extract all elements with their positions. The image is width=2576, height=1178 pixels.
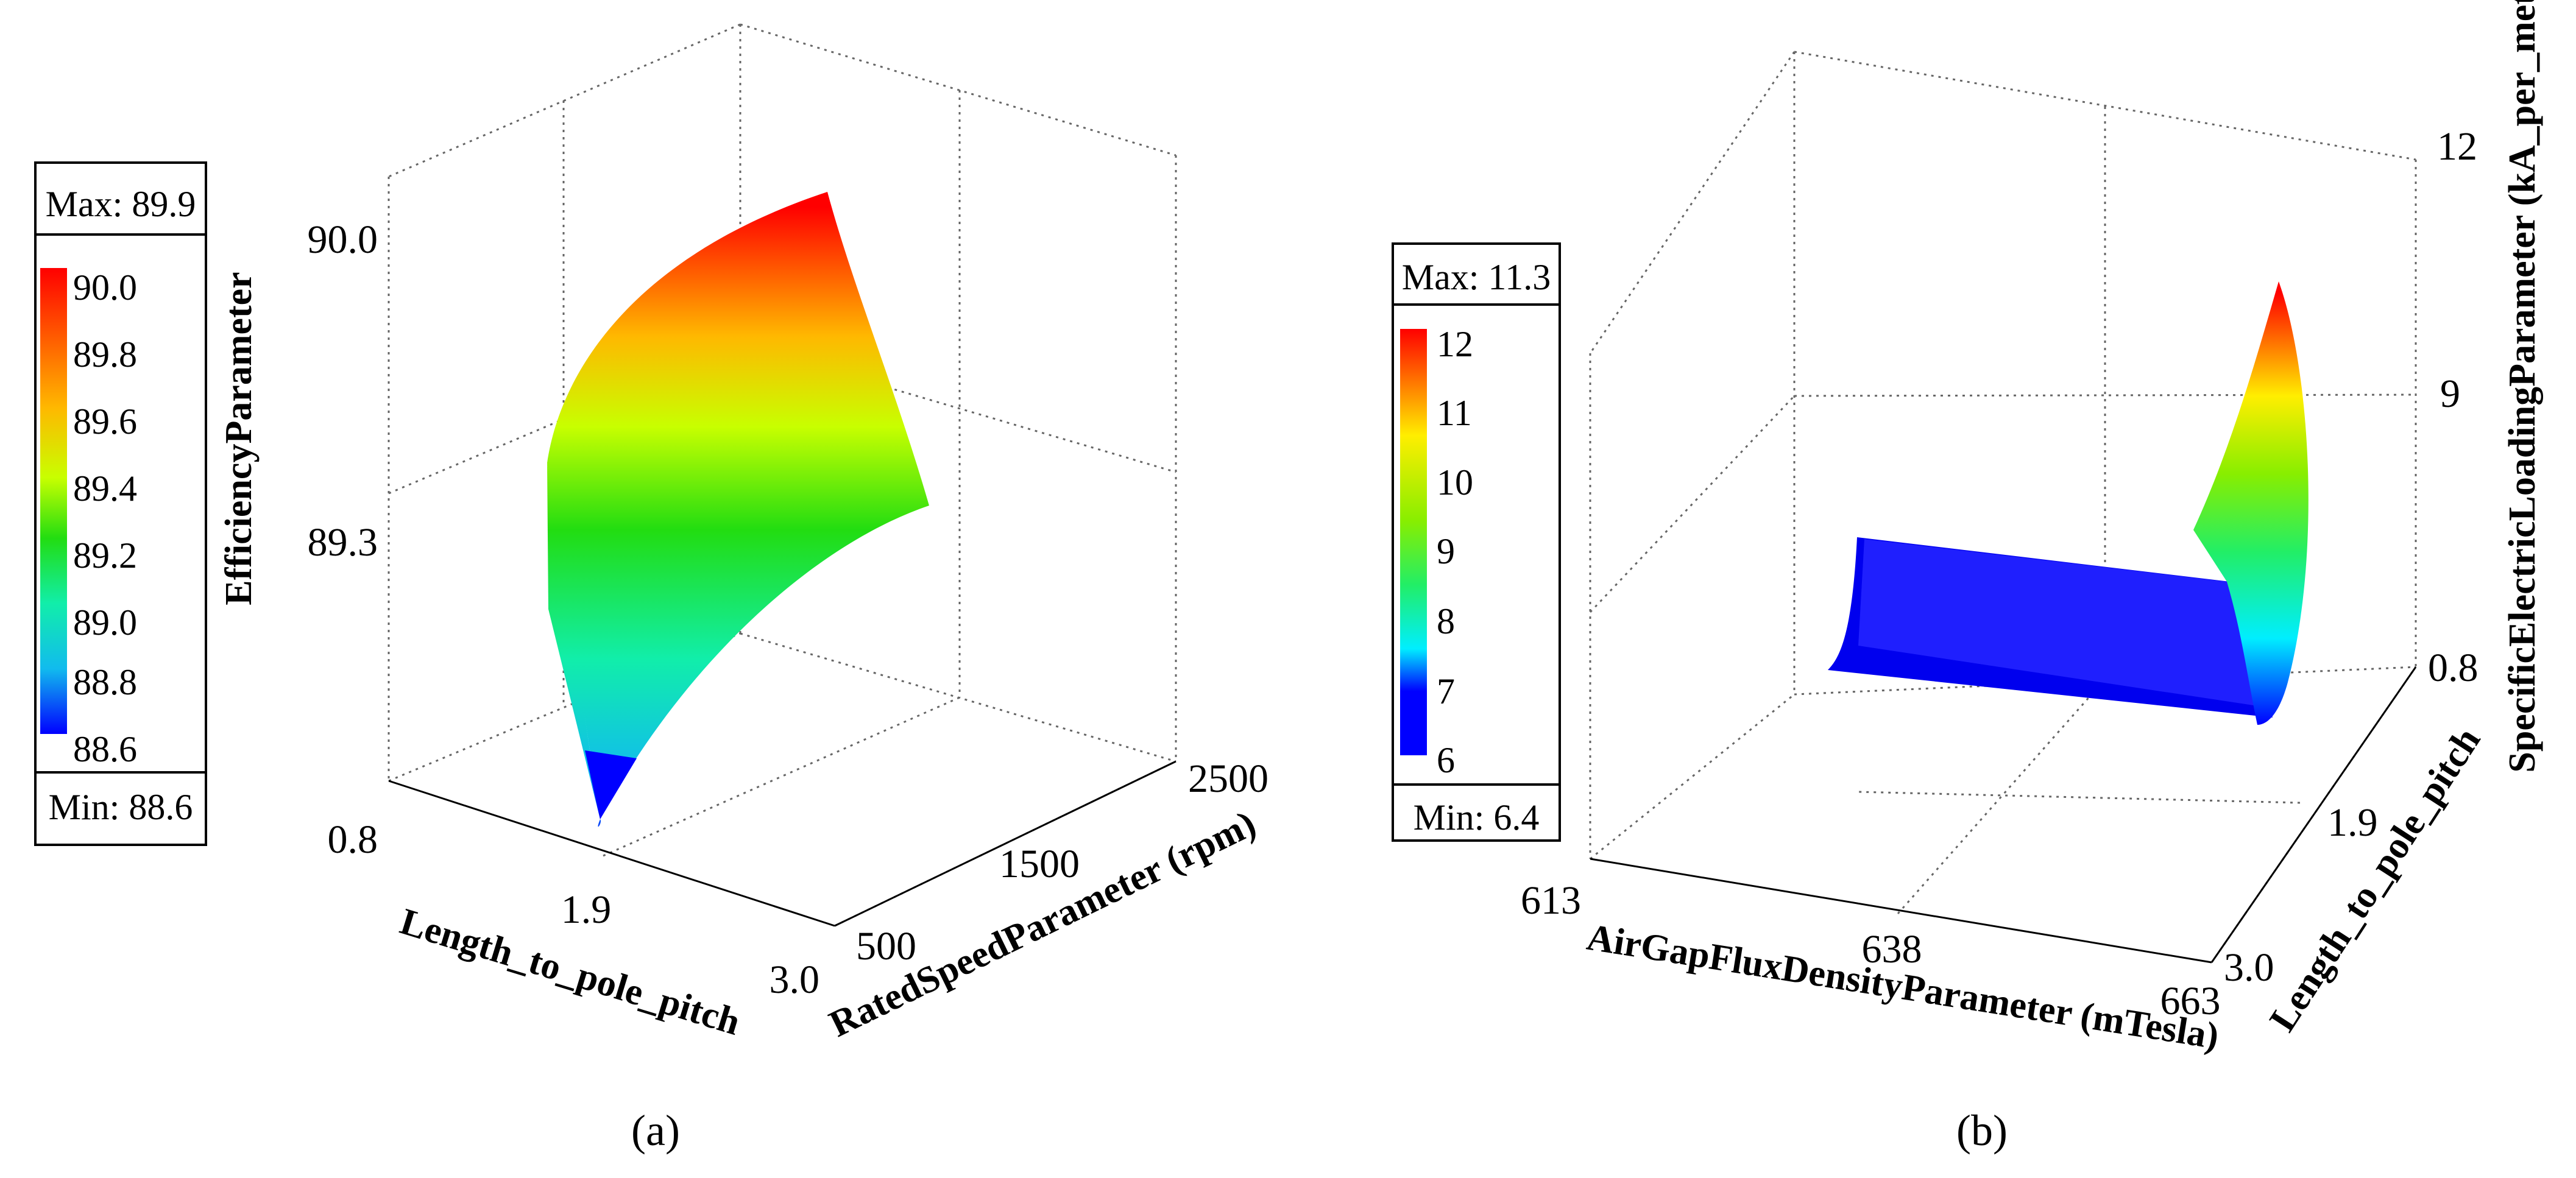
panel-a: 90.0 89.3 0.8 1.9 3.0 500 1500 2500 Effi…	[34, 23, 1269, 1155]
panel-a-x-tick: 0.8	[328, 817, 378, 862]
panel-a-y-tick: 500	[856, 924, 916, 968]
panel-a-legend-level: 89.8	[73, 334, 137, 375]
panel-a-surface-tip	[585, 750, 637, 819]
panel-b-legend-level: 8	[1437, 601, 1455, 641]
panel-b-legend-min: Min: 6.4	[1414, 797, 1540, 838]
panel-a-legend-level: 88.6	[73, 729, 137, 769]
panel-a-surface-side	[547, 463, 600, 819]
panel-b-surface-flat-shade	[1858, 539, 2262, 707]
panel-a-legend-level: 89.6	[73, 401, 137, 442]
panel-b-legend-level: 7	[1437, 671, 1455, 711]
panel-a-legend-level: 89.0	[73, 602, 137, 643]
panel-a-y-tick: 2500	[1188, 757, 1269, 801]
panel-a-y-tick: 1500	[999, 842, 1080, 886]
panel-a-z-tick: 90.0	[308, 217, 378, 262]
panel-a-z-label: EfficiencyParameter	[218, 272, 260, 605]
panel-b-colorbar	[1400, 329, 1427, 755]
panel-a-legend-max: Max: 89.9	[46, 184, 196, 224]
panel-b-y-tick: 3.0	[2224, 945, 2274, 990]
panel-b-caption: (b)	[1956, 1106, 2008, 1155]
panel-a-colorbar	[40, 268, 67, 734]
panel-b-legend-level: 6	[1437, 740, 1455, 780]
panel-a-z-tick: 89.3	[308, 520, 378, 565]
panel-b-legend-level: 12	[1437, 324, 1473, 364]
panel-b-legend-level: 9	[1437, 531, 1455, 571]
panel-b-y-label: Length_to_pole_pitch	[2262, 721, 2488, 1039]
panel-b-legend: Max: 11.3 Min: 6.4 12 11 10 9 8 7 6	[1392, 242, 1561, 842]
panel-a-surface	[547, 192, 929, 827]
panel-a-legend-level: 88.8	[73, 662, 137, 702]
panel-b-x-tick: 613	[1521, 878, 1581, 923]
panel-b-legend-level: 11	[1437, 393, 1472, 433]
panel-a-legend-min: Min: 88.6	[49, 787, 193, 827]
panel-a-x-tick: 1.9	[561, 887, 612, 932]
panel-a-legend-level: 89.2	[73, 535, 137, 576]
panel-a-legend: Max: 89.9 Min: 88.6 90.0 89.8 89.6 89.4 …	[34, 161, 207, 846]
panel-b-surface-curve	[2193, 281, 2309, 725]
panel-a-caption: (a)	[631, 1106, 680, 1155]
panel-b-legend-max: Max: 11.3	[1402, 257, 1551, 297]
panel-a-legend-level: 89.4	[73, 468, 137, 509]
panel-b-y-tick: 1.9	[2327, 800, 2378, 845]
panel-b-z-tick: 12	[2437, 124, 2477, 169]
panel-b-z-tick: 0.8	[2428, 646, 2479, 690]
panel-b-z-tick: 9	[2440, 372, 2460, 416]
panel-a-legend-level: 90.0	[73, 267, 137, 308]
panel-b-legend-level: 10	[1437, 462, 1473, 503]
panel-b-z-label: SpecificElectricLoadingParameter (kA_per…	[2502, 0, 2543, 773]
panel-b-x-tick: 638	[1862, 927, 1922, 972]
panel-b-x-tick: 663	[2160, 979, 2221, 1023]
panel-a-x-tick: 3.0	[770, 958, 820, 1002]
panel-b: 12 9 0.8 1.9 3.0 613 638 663 SpecificEle…	[1392, 0, 2543, 1155]
